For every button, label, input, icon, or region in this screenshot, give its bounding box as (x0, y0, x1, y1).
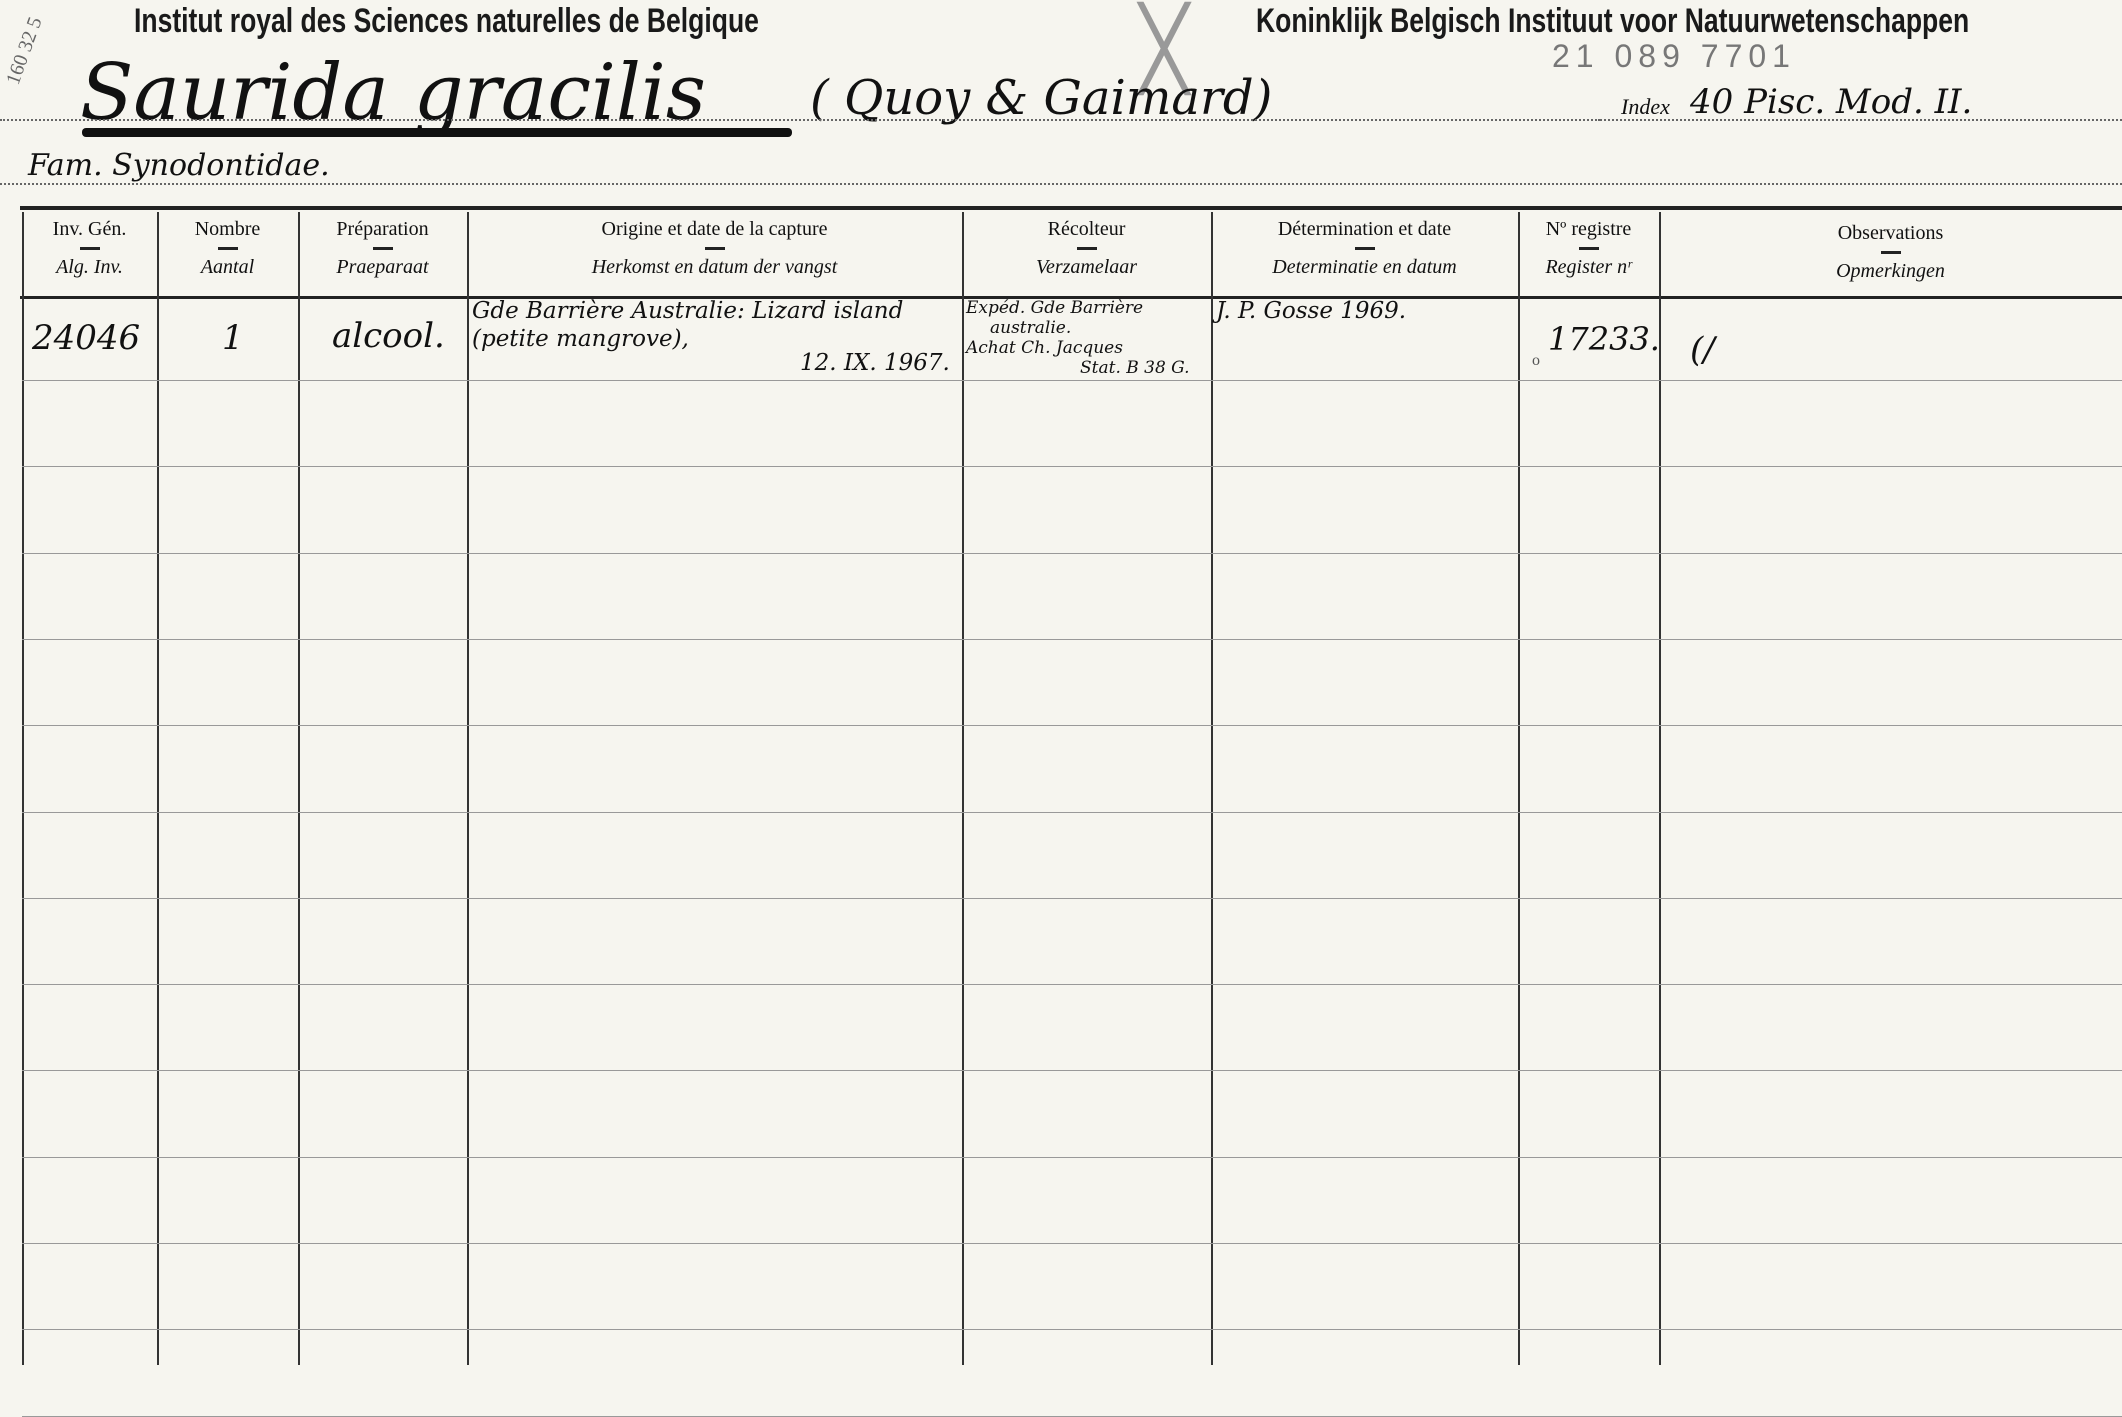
row-rule (22, 466, 2122, 468)
entry-count: 1 (222, 318, 244, 358)
entry-register-mark: o (1532, 352, 1540, 369)
species-underline (82, 128, 792, 137)
margin-note: 160 32 5 (2, 14, 47, 88)
header-nl: Register nʳ (1545, 256, 1632, 278)
row-rule (22, 552, 2122, 554)
column-divider (157, 212, 159, 1365)
header-fr: Nombre (194, 218, 261, 240)
header-fr: Nº registre (1545, 218, 1632, 240)
header-nl: Aantal (200, 256, 255, 278)
row-rule (22, 984, 2122, 986)
header-bottom-rule (20, 296, 2122, 299)
column-divider (1659, 212, 1661, 1365)
family-name: Fam. Synodontidae. (28, 148, 330, 183)
header-nl: Praeparaat (336, 256, 429, 278)
header-nl: Alg. Inv. (56, 256, 123, 278)
header-nl: Determinatie en datum (1272, 256, 1457, 278)
table-top-rule (20, 206, 2122, 210)
entry-preparation: alcool. (332, 316, 445, 356)
entry-collector-line4: Stat. B 38 G. (1080, 358, 1190, 378)
column-header-observations: Observations Opmerkingen (1659, 222, 2122, 283)
header-fr: Observations (1837, 222, 1944, 244)
family-dotted-line (0, 183, 2122, 185)
header-nl: Herkomst en datum der vangst (591, 256, 838, 278)
row-rule (22, 638, 2122, 640)
index-label: Index (1621, 94, 1670, 119)
index-value: 40 Pisc. Mod. II. (1690, 82, 1973, 122)
entry-collector-line2: australie. (990, 318, 1072, 338)
column-divider (962, 212, 964, 1365)
row-rule (22, 811, 2122, 813)
index-dotted-line (1600, 119, 2122, 121)
column-header-origin: Origine et date de la capture Herkomst en… (467, 218, 962, 279)
row-rule (22, 1156, 2122, 1158)
entry-register-number: 17233. (1548, 320, 1660, 358)
column-divider (298, 212, 300, 1365)
column-header-count: Nombre Aantal (157, 218, 298, 279)
header-fr: Origine et date de la capture (601, 218, 828, 240)
column-header-preparation: Préparation Praeparaat (298, 218, 467, 279)
header-fr: Préparation (336, 218, 429, 240)
column-header-determination: Détermination et date Determinatie en dat… (1211, 218, 1518, 279)
species-author: ( Quoy & Gaimard) (810, 70, 1273, 126)
entry-capture-date: 12. IX. 1967. (800, 350, 950, 376)
entry-collector-line3: Achat Ch. Jacques (966, 338, 1123, 358)
entry-origin-line2: (petite mangrove), (472, 326, 689, 352)
institute-name-nl: Koninklijk Belgisch Instituut voor Natuu… (1256, 2, 1970, 40)
row-rule (22, 380, 2122, 381)
header-fr: Détermination et date (1277, 218, 1452, 240)
column-divider (467, 212, 469, 1365)
entry-determination: J. P. Gosse 1969. (1216, 298, 1407, 324)
institute-name-fr: Institut royal des Sciences naturelles d… (134, 2, 759, 40)
column-header-register: Nº registre Register nʳ (1518, 218, 1659, 279)
entry-inv-number: 24046 (32, 318, 141, 358)
header-nl: Opmerkingen (1836, 260, 1945, 282)
row-rule (22, 1070, 2122, 1072)
header-fr: Récolteur (1047, 218, 1126, 240)
entry-collector-line1: Expéd. Gde Barrière (966, 298, 1144, 318)
column-header-collector: Récolteur Verzamelaar (962, 218, 1211, 279)
row-rule (22, 1329, 2122, 1331)
entry-observations: (/ (1690, 330, 1715, 370)
column-divider (22, 212, 24, 1365)
row-rule (22, 1243, 2122, 1244)
header-nl: Verzamelaar (1035, 256, 1138, 278)
species-name: Saurida gracilis (80, 48, 706, 138)
row-rule (22, 897, 2122, 899)
row-rule (22, 725, 2122, 727)
species-dotted-line (0, 119, 1600, 121)
entry-origin-line1: Gde Barrière Australie: Lizard island (472, 298, 904, 324)
cross-mark-icon: ╳ (1140, 2, 1189, 95)
column-divider (1211, 212, 1213, 1365)
row-rule (22, 1415, 2122, 1417)
column-header-inv: Inv. Gén. Alg. Inv. (22, 218, 157, 279)
column-divider (1518, 212, 1520, 1365)
pencil-number: 21 089 7701 (1552, 38, 1796, 74)
header-fr: Inv. Gén. (52, 218, 127, 240)
